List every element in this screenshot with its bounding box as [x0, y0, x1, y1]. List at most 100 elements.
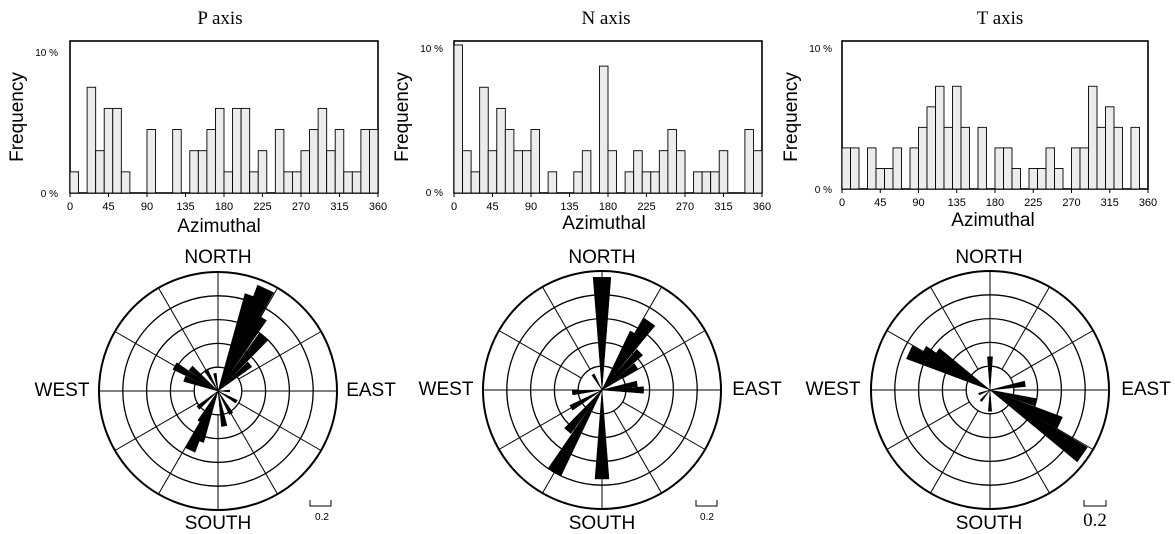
histogram-bar	[257, 150, 268, 194]
histogram-bar	[1071, 147, 1081, 190]
direction-north: NORTH	[568, 247, 635, 268]
histogram-bar	[120, 171, 131, 194]
x-axis-label: Azimuthal	[951, 210, 1034, 231]
scale-label: 0.2	[315, 512, 329, 523]
histogram-bar	[884, 167, 894, 190]
histogram-bar	[334, 129, 345, 194]
rose-petal	[197, 390, 219, 424]
rose-petal	[204, 369, 219, 392]
histogram-bar	[326, 150, 336, 194]
scale-label: 0.2	[1083, 510, 1107, 531]
rose-petal	[989, 389, 1063, 429]
histogram-p-axis: 0 45 90 135 180 225 270 315 360 10 % 0 % Frequen…	[7, 40, 387, 237]
rose-spoke	[930, 410, 979, 494]
direction-west: WEST	[35, 380, 90, 401]
rose-spoke	[1001, 410, 1050, 494]
histogram-bar	[453, 44, 464, 194]
histogram-bar	[607, 150, 618, 194]
histogram-bar	[1096, 126, 1106, 190]
y-axis-label: Frequency	[781, 72, 802, 162]
scale-bar	[695, 500, 718, 507]
rose-n-axis: NORTH SOUTH WEST EAST 0.2	[419, 247, 783, 534]
y-tick-label-top: 10 %	[809, 44, 832, 55]
rose-t-axis: NORTH SOUTH WEST EAST 0.2	[806, 247, 1172, 534]
bars	[69, 86, 379, 194]
x-ticks: 0 45 90 135 180 225 270 315 360	[451, 193, 771, 213]
panel-n-axis: N axis 0 45 90 135 180 225 270 315 360 10 % 0 % …	[392, 8, 782, 534]
histogram-bar	[624, 171, 635, 194]
rose-petal	[592, 277, 612, 391]
direction-north: NORTH	[184, 247, 251, 268]
rose-petal	[547, 389, 603, 477]
histogram-bar	[309, 129, 319, 194]
histogram-bar	[249, 171, 259, 194]
rose-petal	[933, 348, 991, 391]
x-tick-label: 90	[912, 197, 924, 209]
rose-petal	[217, 332, 269, 392]
histogram-bar	[240, 107, 251, 194]
rose-petal	[188, 365, 219, 392]
x-tick-label: 315	[1101, 197, 1119, 209]
x-tick-label: 270	[292, 201, 310, 213]
histogram-bar	[351, 171, 362, 194]
rose-petal	[601, 363, 639, 391]
rose-spoke	[622, 401, 706, 450]
rose-spoke	[613, 410, 662, 494]
rose-petal	[196, 390, 219, 410]
rose-spoke	[114, 402, 198, 451]
histogram-t-axis: 0 45 90 135 180 225 270 315 360 10 % 0 % Frequen…	[781, 40, 1157, 231]
histogram-bar	[1130, 126, 1140, 190]
x-tick-label: 0	[451, 201, 457, 213]
x-tick-label: 270	[676, 201, 694, 213]
x-axis-label: Azimuthal	[562, 213, 645, 234]
rose-petal	[569, 389, 603, 411]
x-axis-label: Azimuthal	[177, 216, 260, 237]
rose-spoke	[498, 401, 582, 450]
histogram-bar	[232, 107, 242, 194]
histogram-bar	[112, 107, 122, 194]
histogram-bar	[718, 150, 729, 194]
y-axis-label: Frequency	[392, 72, 413, 162]
rose-spoke	[886, 401, 970, 450]
histogram-bar	[675, 150, 686, 194]
x-tick-label: 225	[637, 201, 655, 213]
y-tick-label-bottom: 0 %	[41, 189, 58, 200]
rose-petal	[217, 361, 253, 392]
histogram-bar	[752, 150, 763, 194]
x-tick-label: 0	[67, 201, 73, 213]
x-ticks: 0 45 90 135 180 225 270 315 360	[839, 189, 1157, 209]
histogram-bar	[581, 150, 592, 194]
x-tick-label: 360	[1139, 197, 1157, 209]
direction-east: EAST	[1121, 379, 1171, 400]
histogram-bar	[283, 171, 293, 194]
histogram-bar	[867, 147, 877, 190]
rose-petal	[601, 348, 644, 391]
histogram-bar	[223, 171, 234, 194]
scale-label: 0.2	[700, 512, 714, 523]
histogram-bar	[274, 129, 285, 194]
direction-south: SOUTH	[185, 513, 252, 534]
histogram-bar	[935, 85, 945, 190]
histogram-bar	[521, 150, 532, 194]
histogram-bar	[943, 126, 953, 190]
histogram-bar	[909, 147, 919, 190]
panel-title: T axis	[977, 8, 1024, 29]
rose-grid	[98, 271, 338, 511]
rose-petal	[988, 389, 992, 412]
histogram-bar	[926, 106, 936, 190]
histogram-bar	[994, 147, 1004, 190]
panel-p-axis: P axis 0 45 90 135 180 225 270 315 360 10 % 0 % …	[7, 8, 396, 534]
rose-petal	[987, 356, 993, 391]
histogram-bar	[1003, 147, 1013, 190]
histogram-bar	[641, 171, 652, 194]
histogram-bar	[1079, 147, 1089, 190]
histogram-bar	[658, 150, 669, 194]
y-tick-label-top: 10 %	[420, 44, 443, 55]
rose-petal	[591, 373, 603, 391]
rose-petal	[601, 380, 638, 391]
histogram-bar	[841, 147, 851, 190]
rose-petal	[213, 372, 219, 392]
rose-petal	[989, 389, 1038, 407]
histogram-bar	[206, 129, 216, 194]
rose-spoke	[238, 402, 322, 451]
